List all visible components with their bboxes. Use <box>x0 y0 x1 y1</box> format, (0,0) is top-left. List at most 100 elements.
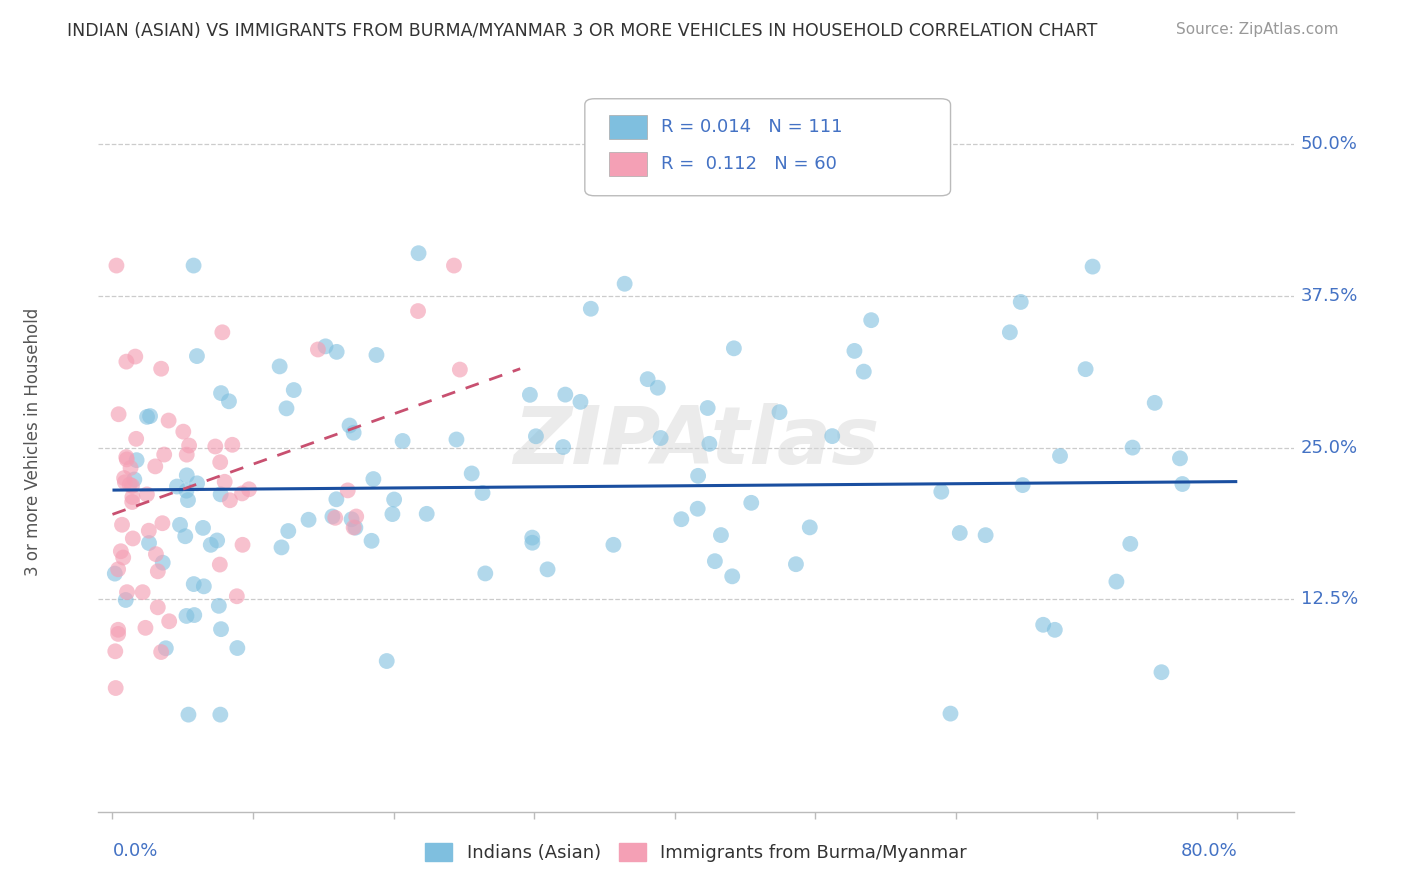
Point <box>115 452 138 467</box>
Point <box>121 479 143 493</box>
Point <box>104 681 127 695</box>
Point <box>325 344 347 359</box>
Point <box>1171 477 1194 491</box>
Point <box>200 538 222 552</box>
Point <box>111 517 134 532</box>
Point <box>569 395 592 409</box>
Point <box>226 640 249 655</box>
Point <box>929 484 952 499</box>
Point <box>125 453 148 467</box>
Point <box>339 418 361 433</box>
Point <box>131 585 153 599</box>
Text: 37.5%: 37.5% <box>1301 287 1358 305</box>
Point <box>949 526 972 541</box>
Point <box>225 589 247 603</box>
Point <box>176 483 198 498</box>
Point <box>315 339 337 353</box>
Point <box>204 440 226 454</box>
Point <box>821 429 844 443</box>
Point <box>1010 295 1032 310</box>
Point <box>602 538 624 552</box>
Text: 80.0%: 80.0% <box>1181 842 1237 860</box>
Point <box>297 513 319 527</box>
Point <box>238 483 260 497</box>
Point <box>671 512 693 526</box>
Point <box>157 614 180 628</box>
Point <box>768 405 790 419</box>
Point <box>110 544 132 558</box>
Point <box>112 550 135 565</box>
Point <box>1119 537 1142 551</box>
Point <box>138 524 160 538</box>
Point <box>1049 449 1071 463</box>
Point <box>174 529 197 543</box>
Point <box>686 501 709 516</box>
Point <box>121 495 143 509</box>
Point <box>613 277 636 291</box>
Text: R = 0.014   N = 111: R = 0.014 N = 111 <box>661 118 842 136</box>
Point <box>363 472 385 486</box>
Point <box>1074 362 1097 376</box>
Text: 12.5%: 12.5% <box>1301 591 1358 608</box>
Point <box>105 259 128 273</box>
Point <box>269 359 291 374</box>
Text: ZIPAtlas: ZIPAtlas <box>513 402 879 481</box>
Point <box>703 554 725 568</box>
Point <box>138 536 160 550</box>
Point <box>406 304 429 318</box>
Point <box>366 348 388 362</box>
Point <box>688 468 710 483</box>
Point <box>579 301 602 316</box>
Text: 3 or more Vehicles in Household: 3 or more Vehicles in Household <box>24 308 42 575</box>
Point <box>209 386 232 401</box>
Point <box>114 593 136 607</box>
Point <box>104 644 127 658</box>
Point <box>107 627 129 641</box>
Point <box>186 476 208 491</box>
Point <box>107 623 129 637</box>
Point <box>852 365 875 379</box>
Point <box>121 490 143 504</box>
Point <box>344 521 367 535</box>
Point <box>176 448 198 462</box>
Point <box>1122 441 1144 455</box>
Point <box>710 528 733 542</box>
Point <box>177 707 200 722</box>
Point <box>554 387 576 401</box>
Point <box>391 434 413 448</box>
Point <box>650 431 672 445</box>
Point <box>176 468 198 483</box>
Point <box>939 706 962 721</box>
Point <box>277 524 299 538</box>
Point <box>214 475 236 489</box>
Point <box>721 569 744 583</box>
Point <box>449 362 471 376</box>
Point <box>325 492 347 507</box>
Point <box>474 566 496 581</box>
Point <box>193 579 215 593</box>
Point <box>208 558 231 572</box>
Point <box>740 496 762 510</box>
Point <box>134 621 156 635</box>
Point <box>381 507 404 521</box>
FancyBboxPatch shape <box>609 115 647 139</box>
Point <box>1143 396 1166 410</box>
Point <box>415 507 437 521</box>
Point <box>524 429 547 443</box>
Point <box>323 511 346 525</box>
Point <box>360 533 382 548</box>
Point <box>375 654 398 668</box>
Point <box>785 558 807 572</box>
Point <box>1032 617 1054 632</box>
Point <box>146 600 169 615</box>
Point <box>276 401 298 416</box>
Point <box>340 512 363 526</box>
Point <box>844 343 866 358</box>
Point <box>344 509 367 524</box>
Point <box>107 562 129 576</box>
Point <box>209 707 232 722</box>
Point <box>208 599 231 613</box>
Point <box>1150 665 1173 680</box>
Text: Source: ZipAtlas.com: Source: ZipAtlas.com <box>1175 22 1339 37</box>
Point <box>696 401 718 415</box>
